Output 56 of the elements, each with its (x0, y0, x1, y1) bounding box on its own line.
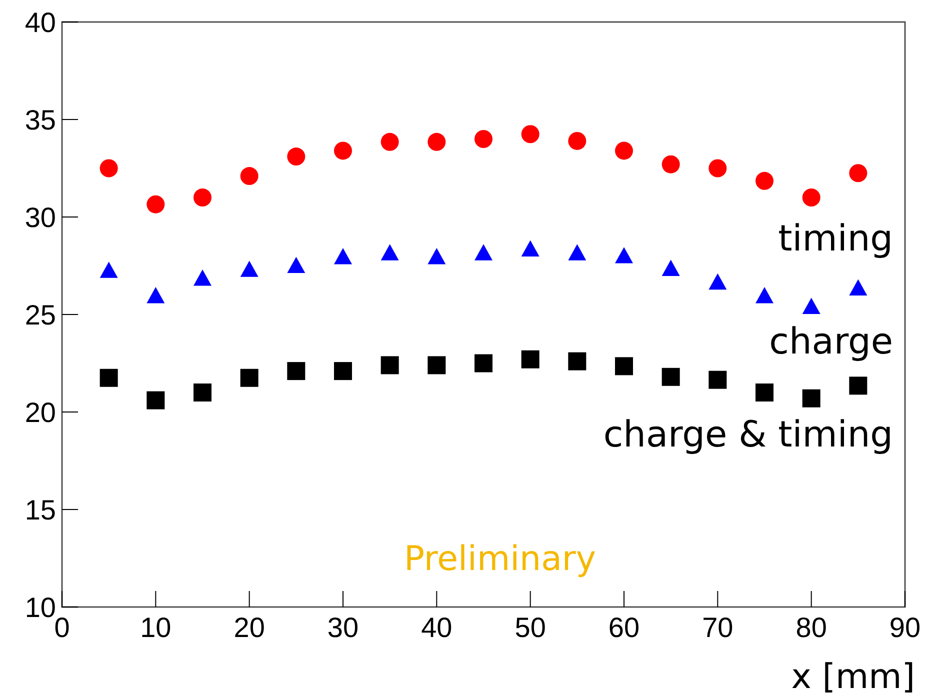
x-tick-label: 10 (140, 612, 172, 643)
x-tick-label: 60 (608, 612, 640, 643)
point (708, 159, 727, 178)
series-label: charge (769, 322, 893, 363)
y-tick-label: 15 (24, 494, 56, 526)
point (380, 132, 399, 151)
x-tick-label: 20 (234, 612, 265, 643)
point (428, 132, 446, 151)
x-tick-label: 50 (514, 612, 546, 643)
point (287, 362, 306, 380)
point (334, 142, 352, 160)
point (662, 368, 680, 386)
point (521, 350, 540, 368)
point (615, 142, 633, 160)
y-tick-label: 10 (24, 592, 56, 623)
point (615, 357, 633, 376)
point (568, 352, 586, 370)
series-label: charge & timing (603, 414, 893, 456)
y-tick-label: 25 (24, 300, 56, 330)
y-tick-label: 35 (24, 104, 56, 136)
point (380, 356, 399, 374)
point (708, 370, 727, 389)
y-tick-label: 20 (24, 397, 56, 428)
x-tick-label: 70 (702, 612, 734, 643)
point (474, 130, 492, 148)
x-tick-label: 30 (327, 612, 359, 643)
point (100, 159, 118, 178)
point (802, 389, 820, 408)
point (662, 155, 680, 174)
x-tick-label: 40 (421, 612, 452, 643)
x-tick-label: 90 (889, 612, 921, 643)
point (756, 384, 774, 402)
point (428, 356, 446, 374)
annotation: Preliminary (404, 539, 596, 579)
x-axis-title: x [mm] (791, 657, 915, 697)
point (287, 148, 306, 166)
point (474, 354, 492, 372)
point (568, 132, 586, 150)
point (756, 172, 774, 190)
point (521, 125, 540, 144)
point (802, 188, 820, 206)
series-label: timing (778, 218, 893, 260)
x-tick-label: 0 (54, 612, 70, 643)
point (146, 195, 165, 214)
point (194, 384, 212, 402)
y-tick-label: 40 (24, 7, 56, 38)
point (194, 188, 212, 206)
y-tick-label: 30 (24, 202, 56, 233)
point (849, 164, 868, 182)
point (240, 368, 258, 387)
point (100, 368, 118, 387)
point (146, 391, 165, 410)
point (849, 376, 868, 395)
x-tick-label: 80 (796, 612, 827, 643)
point (240, 167, 258, 186)
point (334, 362, 352, 380)
